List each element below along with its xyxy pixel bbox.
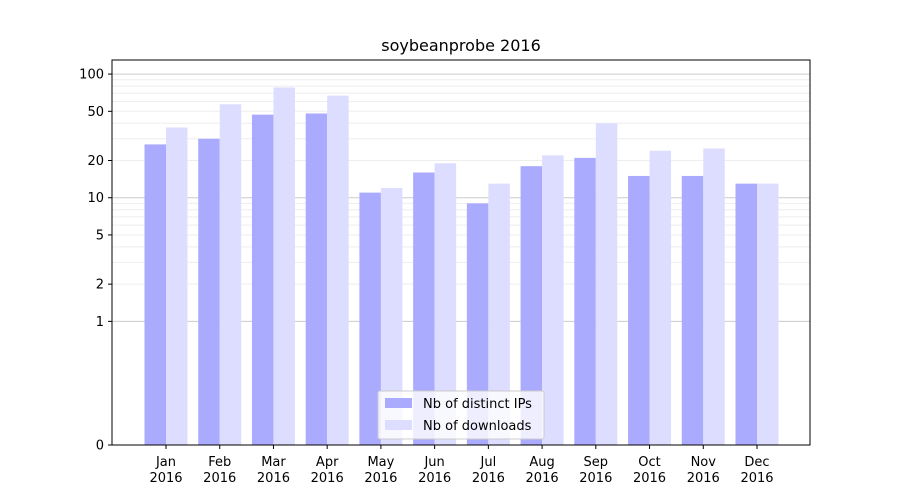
x-tick-label-year: 2016 — [579, 471, 612, 486]
bar-distinct-ips-mar — [251, 114, 274, 445]
bar-distinct-ips-jan — [144, 144, 166, 445]
bar-distinct-ips-oct — [628, 175, 650, 445]
x-tick-label-month: Aug — [529, 455, 554, 470]
x-tick-label-year: 2016 — [740, 471, 773, 486]
legend-swatch-downloads — [385, 420, 412, 430]
x-tick-label-month: Jul — [480, 455, 497, 470]
bar-distinct-ips-feb — [198, 138, 220, 446]
bar-distinct-ips-apr — [305, 113, 328, 446]
plot-frame — [111, 59, 811, 446]
x-tick-label-month: Jun — [423, 455, 444, 470]
bar-downloads-dec — [757, 183, 779, 445]
x-axis: Jan2016Feb2016Mar2016Apr2016May2016Jun20… — [149, 445, 774, 486]
x-tick-label-year: 2016 — [418, 471, 451, 486]
y-tick-label: 2 — [96, 278, 104, 293]
bar-downloads-feb — [219, 104, 242, 445]
y-axis: 0 1 2 5 10 20 50 100 — [79, 68, 112, 454]
bar-distinct-ips-sep — [574, 157, 596, 446]
x-tick-label-year: 2016 — [311, 471, 344, 486]
x-tick-label-month: May — [367, 455, 394, 470]
bar-downloads-apr — [327, 95, 349, 445]
x-tick-label-month: Oct — [638, 455, 660, 470]
bar-downloads-oct — [649, 150, 672, 445]
x-tick-label-month: Jan — [155, 455, 176, 470]
x-tick-label-month: Nov — [691, 455, 717, 470]
bar-downloads-mar — [273, 87, 295, 446]
x-tick-label-year: 2016 — [687, 471, 720, 486]
bar-downloads-sep — [595, 123, 618, 445]
bar-downloads-may — [380, 187, 403, 445]
x-tick-label-month: Apr — [316, 455, 339, 470]
bar-distinct-ips-jun — [413, 172, 435, 446]
x-tick-label-year: 2016 — [633, 471, 666, 486]
legend-label-downloads: Nb of downloads — [423, 419, 532, 434]
y-tick-label: 5 — [96, 228, 104, 243]
x-tick-label-year: 2016 — [364, 471, 397, 486]
bar-downloads-jan — [166, 127, 188, 446]
x-tick-label-month: Mar — [261, 455, 286, 470]
bar-downloads-nov — [703, 148, 725, 445]
legend-swatch-distinct-ips — [385, 398, 412, 408]
x-tick-label-year: 2016 — [526, 471, 559, 486]
bar-downloads-aug — [542, 155, 564, 445]
y-tick-label: 100 — [79, 68, 104, 83]
bars-layer — [144, 87, 779, 446]
legend-box — [377, 390, 545, 440]
bar-distinct-ips-aug — [520, 166, 543, 445]
legend-label-distinct-ips: Nb of distinct IPs — [423, 397, 532, 412]
bar-distinct-ips-dec — [735, 183, 757, 445]
bar-distinct-ips-nov — [681, 175, 704, 445]
x-tick-label-year: 2016 — [149, 471, 182, 486]
y-tick-label: 0 — [96, 439, 104, 454]
x-tick-label-year: 2016 — [472, 471, 505, 486]
x-tick-label-year: 2016 — [257, 471, 290, 486]
legend: Nb of distinct IPs Nb of downloads — [377, 390, 545, 440]
x-tick-label-month: Dec — [744, 455, 769, 470]
chart-title: soybeanprobe 2016 — [381, 36, 541, 55]
y-tick-label: 20 — [87, 154, 104, 169]
bar-downloads-jul — [488, 183, 510, 445]
x-tick-label-month: Sep — [584, 455, 609, 470]
bar-distinct-ips-jul — [466, 203, 489, 445]
x-tick-label-month: Feb — [208, 455, 231, 470]
bar-downloads-jun — [434, 163, 457, 445]
y-tick-label: 10 — [87, 191, 104, 206]
y-tick-label: 50 — [87, 105, 104, 120]
bar-distinct-ips-may — [359, 192, 381, 445]
x-tick-label-year: 2016 — [203, 471, 236, 486]
y-tick-label: 1 — [96, 315, 104, 330]
